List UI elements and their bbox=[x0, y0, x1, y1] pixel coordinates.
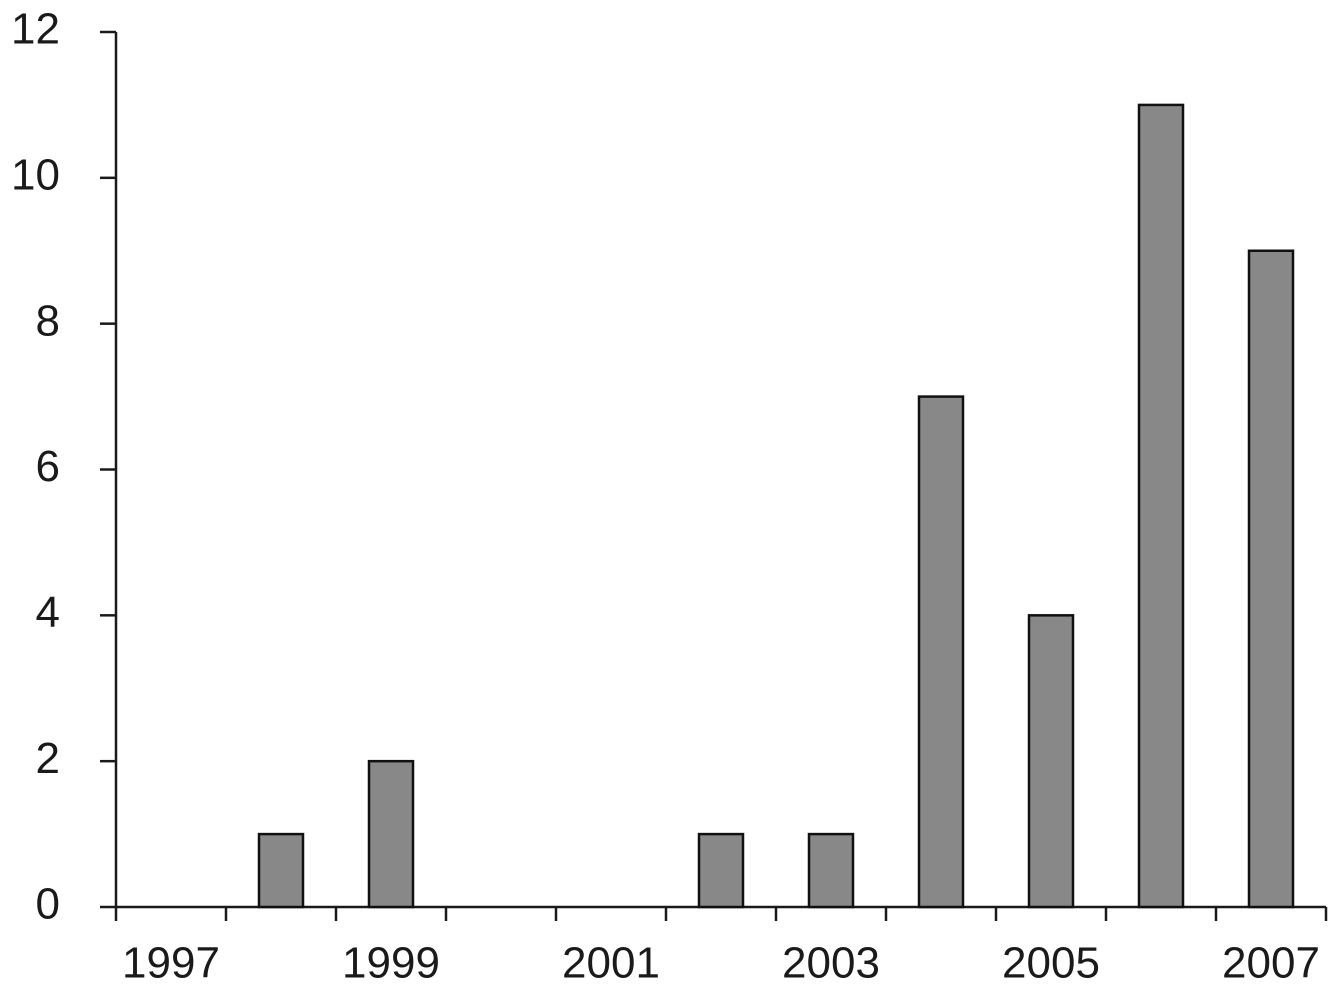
y-tick-label: 2 bbox=[36, 734, 60, 783]
bar bbox=[257, 832, 305, 909]
x-tick-label: 2001 bbox=[562, 939, 660, 988]
bar bbox=[1137, 103, 1185, 909]
x-tick-label: 1999 bbox=[342, 939, 440, 988]
y-tick-label: 8 bbox=[36, 296, 60, 345]
y-tick-label: 4 bbox=[36, 588, 60, 637]
x-tick-label: 2005 bbox=[1002, 939, 1100, 988]
bar bbox=[697, 832, 745, 909]
y-tick-label: 0 bbox=[36, 880, 60, 929]
y-tick-label: 10 bbox=[11, 150, 60, 199]
x-tick-label: 2003 bbox=[782, 939, 880, 988]
bar bbox=[1027, 614, 1075, 909]
y-tick-label: 12 bbox=[11, 5, 60, 54]
bar bbox=[917, 395, 965, 909]
y-tick-label: 6 bbox=[36, 442, 60, 491]
bar bbox=[807, 832, 855, 909]
bar bbox=[367, 759, 415, 909]
x-tick-label: 2007 bbox=[1222, 939, 1320, 988]
x-tick-label: 1997 bbox=[122, 939, 220, 988]
bar bbox=[1247, 249, 1295, 909]
